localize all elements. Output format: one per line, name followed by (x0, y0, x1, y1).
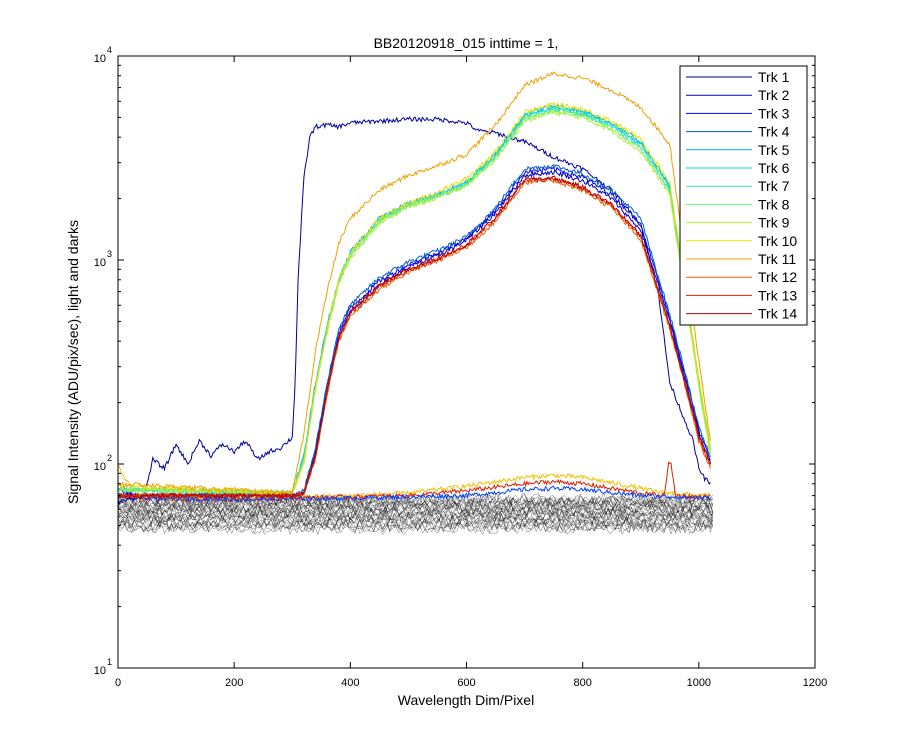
legend-label: Trk 2 (758, 87, 790, 103)
x-tick-label: 200 (225, 677, 243, 689)
chart-title: BB20120918_015 inttime = 1, (374, 35, 559, 51)
y-tick-label: 10 (94, 53, 106, 65)
dark-trace (118, 493, 713, 506)
dark-trace (118, 511, 713, 524)
series-line (118, 166, 711, 500)
series-layer (118, 71, 711, 506)
legend-label: Trk 6 (758, 160, 790, 176)
legend-label: Trk 11 (758, 251, 796, 267)
y-tick-exponent: 2 (107, 453, 112, 463)
y-tick-exponent: 1 (107, 657, 112, 667)
dark-trace (118, 508, 713, 520)
legend-label: Trk 3 (758, 105, 790, 121)
dark-trace (118, 500, 714, 513)
legend-label: Trk 7 (758, 178, 790, 194)
dark-noise-layer (118, 492, 714, 536)
legend-label: Trk 4 (758, 124, 790, 140)
y-tick-label: 10 (94, 461, 106, 473)
x-tick-label: 1200 (803, 677, 827, 689)
dark-trace (118, 502, 713, 515)
y-tick-exponent: 4 (107, 45, 112, 55)
series-line (118, 175, 711, 500)
legend-label: Trk 5 (758, 142, 790, 158)
dark-trace (118, 512, 714, 525)
series-line (118, 485, 711, 503)
dark-trace (118, 498, 713, 511)
x-axis-label: Wavelength Dim/Pixel (398, 692, 534, 708)
y-tick-label: 10 (94, 665, 106, 677)
legend-label: Trk 1 (758, 69, 790, 85)
x-tick-label: 0 (115, 677, 121, 689)
y-tick-exponent: 3 (107, 249, 112, 259)
x-tick-label: 800 (573, 677, 591, 689)
legend-label: Trk 12 (758, 269, 797, 285)
legend-label: Trk 13 (758, 287, 797, 303)
legend-label: Trk 8 (758, 196, 790, 212)
legend-label: Trk 9 (758, 215, 790, 231)
dark-trace (118, 515, 713, 528)
series-line (118, 108, 711, 497)
x-tick-label: 600 (457, 677, 475, 689)
legend-label: Trk 14 (758, 306, 797, 322)
dark-trace (118, 516, 714, 529)
y-axis-label: Signal Intensity (ADU/pix/sec), light an… (65, 220, 81, 504)
series-line (118, 101, 711, 496)
dark-trace (118, 514, 714, 527)
x-tick-label: 400 (341, 677, 359, 689)
legend: Trk 1 Trk 2 Trk 3 Trk 4 Trk 5 Trk 6 Trk 7 Trk 8… (679, 65, 808, 326)
series-line (118, 71, 711, 496)
dark-trace (118, 510, 714, 523)
legend-label: Trk 10 (758, 233, 797, 249)
x-tick-label: 1000 (687, 677, 711, 689)
y-tick-label: 10 (94, 257, 106, 269)
legend-box (679, 65, 808, 326)
